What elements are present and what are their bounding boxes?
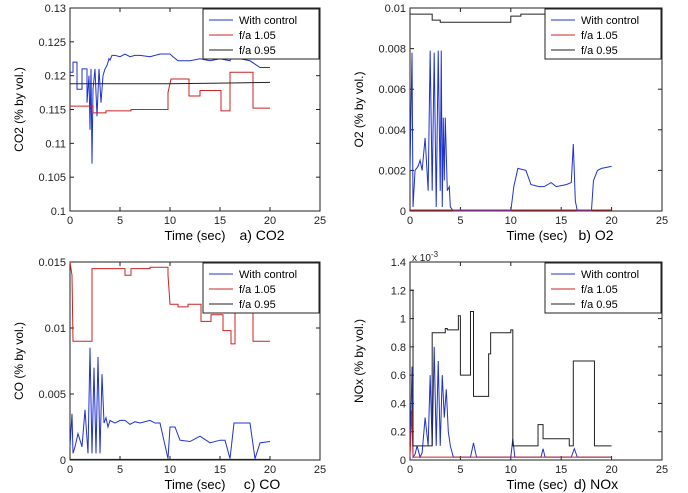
y-tick-label: 0.4 bbox=[391, 398, 406, 410]
legend: With control f/a 1.05 f/a 0.95 bbox=[544, 8, 662, 60]
y-tick-label: 0.002 bbox=[378, 165, 406, 177]
y-tick-label: 0.01 bbox=[45, 323, 66, 335]
legend-label: f/a 0.95 bbox=[239, 299, 276, 311]
legend-box bbox=[202, 8, 320, 60]
legend-label: f/a 1.05 bbox=[581, 284, 618, 296]
y-tick-label: 0.13 bbox=[45, 3, 66, 15]
series-line-with-control bbox=[409, 50, 612, 212]
x-axis-label: Time (sec) bbox=[165, 228, 226, 243]
x-tick-label: 5 bbox=[117, 464, 123, 476]
panel-caption: c) CO bbox=[244, 476, 281, 492]
series-line-with-control bbox=[70, 50, 270, 164]
x-tick-label: 5 bbox=[457, 464, 463, 476]
legend-box bbox=[544, 8, 662, 60]
legend: With control f/a 1.05 f/a 0.95 bbox=[202, 262, 320, 314]
legend-label: With control bbox=[239, 269, 297, 281]
y-tick-label: 1.4 bbox=[391, 257, 406, 269]
x-tick-label: 10 bbox=[505, 215, 517, 227]
legend-label: f/a 1.05 bbox=[239, 284, 276, 296]
x-tick-label: 25 bbox=[314, 464, 326, 476]
y-tick-label: 0.8 bbox=[391, 342, 406, 354]
legend-label: f/a 0.95 bbox=[581, 299, 618, 311]
x-tick-label: 25 bbox=[656, 464, 668, 476]
x-tick-label: 0 bbox=[407, 464, 413, 476]
panel-caption: b) O2 bbox=[578, 227, 613, 243]
legend-box bbox=[544, 262, 662, 314]
y-tick-label: 0.01 bbox=[385, 3, 406, 15]
y-tick-label: 0.1 bbox=[51, 206, 66, 218]
y-axis-label: CO (% by vol.) bbox=[12, 322, 26, 400]
y-tick-label: 0 bbox=[400, 455, 406, 467]
legend-label: f/a 1.05 bbox=[581, 30, 618, 42]
y-tick-label: 0.115 bbox=[39, 105, 66, 117]
x-axis-label: Time (sec) bbox=[507, 228, 568, 243]
series-line-f-a-0-95 bbox=[70, 81, 271, 85]
x-tick-label: 20 bbox=[264, 464, 276, 476]
y-tick-label: 0.006 bbox=[378, 84, 406, 96]
x-tick-label: 25 bbox=[656, 215, 668, 227]
legend-label: f/a 0.95 bbox=[581, 45, 618, 57]
y-tick-label: 0.004 bbox=[378, 125, 406, 137]
y-tick-label: 0.2 bbox=[391, 427, 406, 439]
series-line-with-control bbox=[69, 347, 271, 459]
x-tick-label: 10 bbox=[164, 215, 176, 227]
legend: With control f/a 1.05 f/a 0.95 bbox=[202, 8, 320, 60]
x-tick-label: 10 bbox=[505, 464, 517, 476]
legend-label: With control bbox=[581, 269, 639, 281]
series-line-f-a-1-05 bbox=[70, 71, 270, 114]
y-tick-label: 0.125 bbox=[38, 37, 66, 49]
x-tick-label: 10 bbox=[164, 464, 176, 476]
x-tick-label: 20 bbox=[264, 215, 276, 227]
legend-box bbox=[202, 262, 320, 314]
legend-label: With control bbox=[239, 15, 297, 27]
panel-caption: a) CO2 bbox=[239, 227, 284, 243]
series-line-with-control bbox=[409, 346, 612, 459]
x-axis-label: Time (sec) bbox=[507, 477, 568, 492]
x-tick-label: 0 bbox=[67, 215, 73, 227]
y-tick-label: 0.008 bbox=[378, 44, 406, 56]
y-tick-label: 0.6 bbox=[391, 370, 406, 382]
legend-label: With control bbox=[581, 15, 639, 27]
x-tick-label: 15 bbox=[555, 464, 567, 476]
y-tick-label: 0.015 bbox=[38, 257, 66, 269]
x-tick-label: 0 bbox=[67, 464, 73, 476]
x-tick-label: 15 bbox=[214, 464, 226, 476]
y-axis-label: O2 (% by vol.) bbox=[352, 71, 366, 147]
y-tick-label: 0.105 bbox=[38, 172, 66, 184]
x-tick-label: 5 bbox=[117, 215, 123, 227]
y-tick-label: 0.12 bbox=[45, 71, 66, 83]
panel-caption: d) NOx bbox=[574, 476, 618, 492]
legend-label: f/a 0.95 bbox=[239, 45, 276, 57]
series-line-f-a-1-05 bbox=[69, 261, 270, 345]
chart-panel-2: 0 5 10 15 20 25 0 0.002 0.004 0.006 0.008 0.01 With … bbox=[352, 3, 668, 243]
x-tick-label: 25 bbox=[314, 215, 326, 227]
y-axis-label: NOx (% by vol.) bbox=[352, 319, 366, 403]
y-tick-label: 0.11 bbox=[45, 138, 66, 150]
x-tick-label: 20 bbox=[605, 215, 617, 227]
series-line-f-a-0-95 bbox=[410, 289, 612, 447]
x-tick-label: 20 bbox=[605, 464, 617, 476]
y-tick-label: 0 bbox=[400, 206, 406, 218]
legend: With control f/a 1.05 f/a 0.95 bbox=[544, 262, 662, 314]
x-tick-label: 0 bbox=[407, 215, 413, 227]
x-tick-label: 15 bbox=[555, 215, 567, 227]
x-tick-label: 15 bbox=[214, 215, 226, 227]
y-axis-label: CO2 (% by vol.) bbox=[12, 67, 26, 152]
chart-panel-1: 0 5 10 15 20 25 0.1 0.105 0.11 0.115 0.12 0.125 0.13… bbox=[12, 3, 326, 243]
y-tick-label: 1 bbox=[400, 314, 406, 326]
y-tick-label: 1.2 bbox=[391, 285, 406, 297]
chart-panel-3: 0 5 10 15 20 25 0 0.005 0.01 0.015 With control f/a… bbox=[12, 257, 326, 492]
legend-label: f/a 1.05 bbox=[239, 30, 276, 42]
x-axis-label: Time (sec) bbox=[165, 477, 226, 492]
y-tick-label: 0.005 bbox=[38, 389, 66, 401]
y-tick-label: 0 bbox=[60, 455, 66, 467]
x-tick-label: 5 bbox=[457, 215, 463, 227]
